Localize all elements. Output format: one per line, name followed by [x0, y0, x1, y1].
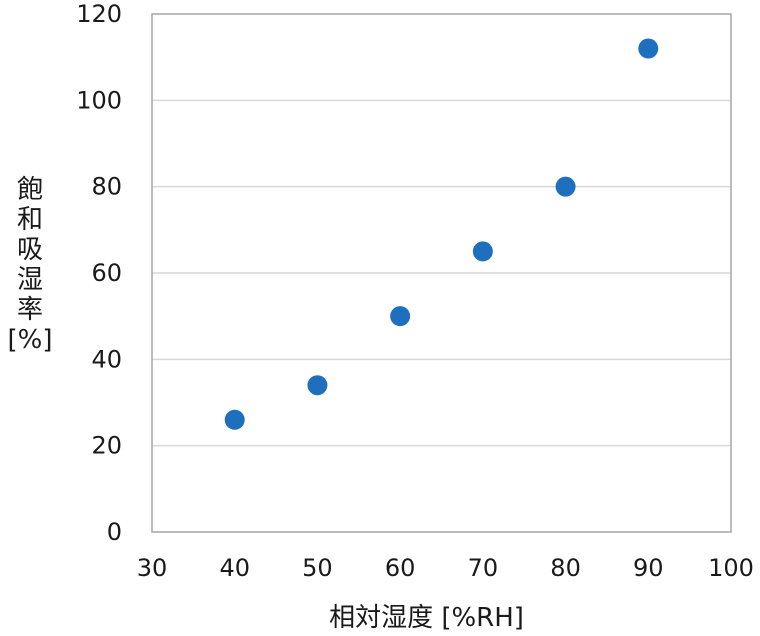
y-axis-title-line: 吸 — [17, 235, 43, 265]
y-axis-title-line: 和 — [17, 205, 43, 235]
x-axis-title: 相対湿度 [%RH] — [329, 603, 524, 633]
data-point — [390, 306, 411, 327]
x-tick-label: 100 — [708, 554, 754, 582]
x-tick-label: 40 — [219, 554, 250, 582]
x-tick-label: 70 — [468, 554, 499, 582]
y-tick-label: 60 — [91, 259, 122, 287]
y-axis-title-line: 率 — [17, 295, 43, 325]
y-tick-label: 40 — [91, 345, 122, 373]
y-axis-tick-labels: 0 20 40 60 80 100 120 — [76, 0, 122, 546]
data-point — [472, 241, 493, 262]
data-point — [638, 38, 659, 59]
y-tick-label: 0 — [107, 518, 122, 546]
data-points — [224, 38, 659, 430]
gridlines — [152, 99, 731, 447]
x-tick-label: 80 — [550, 554, 581, 582]
x-axis-tick-labels: 30 40 50 60 70 80 90 100 — [137, 554, 754, 582]
y-tick-label: 80 — [91, 173, 122, 201]
plot-area-frame — [151, 13, 732, 533]
data-point — [224, 409, 245, 430]
y-axis-title-line: 飽 — [17, 175, 43, 205]
x-tick-label: 50 — [302, 554, 333, 582]
x-tick-label: 30 — [137, 554, 168, 582]
x-tick-label: 90 — [633, 554, 664, 582]
data-point — [555, 176, 576, 197]
y-tick-label: 120 — [76, 0, 122, 28]
y-axis-title-line: 湿 — [17, 265, 43, 295]
data-point — [307, 375, 328, 396]
x-tick-label: 60 — [385, 554, 416, 582]
y-tick-label: 20 — [91, 432, 122, 460]
y-axis-title-line: [%] — [8, 325, 53, 355]
y-tick-label: 100 — [76, 86, 122, 114]
